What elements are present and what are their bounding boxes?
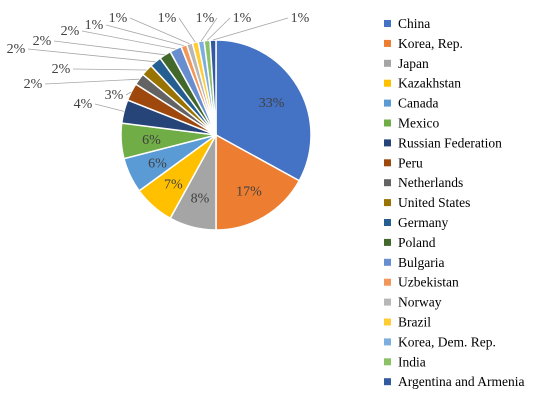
data-label-united-states: 2% — [52, 62, 71, 77]
data-label-canada: 6% — [148, 157, 167, 172]
data-label-brazil: 1% — [158, 11, 177, 26]
legend-item-china: China — [384, 16, 430, 31]
legend-label: Bulgaria — [398, 255, 445, 270]
legend-label: Japan — [398, 56, 429, 71]
legend-label: Korea, Dem. Rep. — [398, 334, 496, 349]
legend-label: Uzbekistan — [398, 275, 459, 290]
legend-item-mexico: Mexico — [384, 116, 439, 131]
legend-item-united-states: United States — [384, 195, 470, 210]
data-label-mexico: 6% — [142, 133, 161, 148]
legend-swatch — [384, 59, 391, 67]
legend-item-netherlands: Netherlands — [384, 175, 463, 190]
legend-item-germany: Germany — [384, 215, 448, 230]
leader-line-uzbekistan — [105, 24, 184, 46]
data-label-uzbekistan: 1% — [85, 18, 104, 33]
legend-swatch — [384, 119, 391, 127]
legend-label: Mexico — [398, 116, 439, 131]
data-label-china: 33% — [259, 96, 285, 111]
legend-swatch — [384, 338, 391, 346]
legend-item-norway: Norway — [384, 295, 442, 310]
data-label-argentina-and-armenia: 1% — [291, 11, 310, 26]
legend-swatch — [384, 99, 391, 107]
leader-line-poland — [53, 40, 166, 56]
legend-label: Norway — [398, 295, 442, 310]
legend-item-peru: Peru — [384, 155, 423, 170]
data-label-korea-dem-rep: 1% — [196, 11, 215, 26]
legend-item-korea-dem-rep: Korea, Dem. Rep. — [384, 334, 496, 349]
slice-korea-rep — [215, 133, 301, 231]
legend-label: Brazil — [398, 315, 431, 330]
leader-line-peru — [125, 91, 132, 96]
legend-label: Russian Federation — [398, 135, 502, 150]
legend-swatch — [384, 179, 391, 187]
leader-line-russian-federation — [94, 103, 125, 112]
data-label-india: 1% — [233, 11, 252, 26]
legend-swatch — [384, 139, 391, 147]
leader-line-united-states — [72, 68, 147, 71]
legend-item-russian-federation: Russian Federation — [384, 135, 502, 150]
data-label-poland: 2% — [33, 34, 52, 49]
legend-swatch — [384, 20, 391, 27]
data-label-kazakhstan: 7% — [164, 178, 183, 193]
legend-label: Poland — [398, 235, 436, 250]
data-label-peru: 3% — [105, 88, 124, 103]
legend-swatch — [384, 79, 391, 87]
pie-data-labels: 33%17%8%7%6%6%4%3%2%2%2%2%2% 1% 1% 1% 1% 1% 1% — [7, 11, 310, 207]
legend-swatch — [384, 318, 391, 326]
leader-line-netherlands — [44, 78, 140, 85]
legend-swatch — [384, 258, 391, 266]
legend-item-brazil: Brazil — [384, 315, 431, 330]
legend-label: Kazakhstan — [398, 76, 461, 91]
data-label-germany: 2% — [7, 42, 26, 57]
data-label-japan: 8% — [191, 192, 210, 207]
leader-line-germany — [27, 48, 156, 63]
legend-label: Argentina and Armenia — [398, 374, 524, 389]
leader-line-bulgaria — [81, 30, 176, 50]
legend-swatch — [384, 159, 391, 167]
legend-swatch — [384, 378, 391, 386]
legend-label: Canada — [398, 96, 438, 111]
data-label-norway: 1% — [109, 11, 128, 26]
legend-item-poland: Poland — [384, 235, 436, 250]
legend-label: China — [398, 16, 430, 31]
data-label-korea-rep: 17% — [236, 185, 262, 200]
leader-line-argentina-and-armenia — [212, 17, 289, 41]
legend-item-uzbekistan: Uzbekistan — [384, 275, 459, 290]
pie-slices — [120, 39, 312, 231]
leader-line-india — [206, 17, 231, 41]
legend-swatch — [384, 298, 391, 306]
legend-item-canada: Canada — [384, 96, 438, 111]
legend-swatch — [384, 39, 391, 47]
slice-argentina-and-armenia — [209, 39, 217, 136]
legend-label: United States — [398, 195, 470, 210]
legend-label: India — [398, 354, 426, 369]
legend-swatch — [384, 199, 391, 207]
slice-china — [215, 39, 312, 182]
legend-item-kazakhstan: Kazakhstan — [384, 76, 461, 91]
legend-swatch — [384, 278, 391, 286]
legend-item-korea-rep: Korea, Rep. — [384, 36, 463, 51]
leader-line-korea-dem-rep — [200, 17, 218, 42]
legend-label: Peru — [398, 155, 423, 170]
legend-label: Netherlands — [398, 175, 463, 190]
leader-line-brazil — [178, 17, 196, 43]
legend-label: Germany — [398, 215, 448, 230]
legend: China Korea, Rep. Japan Kazakhstan Canada Mex… — [384, 16, 524, 389]
data-label-russian-federation: 4% — [74, 97, 93, 112]
data-label-bulgaria: 2% — [61, 24, 80, 39]
legend-item-argentina-and-armenia: Argentina and Armenia — [384, 374, 524, 389]
data-label-netherlands: 2% — [24, 77, 43, 92]
legend-swatch — [384, 358, 391, 366]
legend-item-bulgaria: Bulgaria — [384, 255, 445, 270]
legend-swatch — [384, 238, 391, 246]
legend-label: Korea, Rep. — [398, 36, 463, 51]
legend-item-india: India — [384, 354, 426, 369]
legend-item-japan: Japan — [384, 56, 429, 71]
leader-line-norway — [129, 17, 190, 45]
legend-swatch — [384, 219, 391, 226]
